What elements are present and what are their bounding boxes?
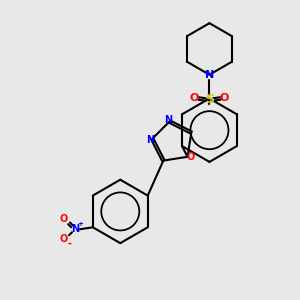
Text: O: O <box>220 94 229 103</box>
Text: N: N <box>71 224 79 234</box>
Text: N: N <box>164 115 172 124</box>
Text: O: O <box>60 214 68 224</box>
Text: N: N <box>146 135 154 145</box>
Text: O: O <box>186 152 195 162</box>
Text: -: - <box>67 239 71 249</box>
Text: O: O <box>190 94 199 103</box>
Text: S: S <box>205 93 214 106</box>
Text: +: + <box>77 221 83 227</box>
Text: N: N <box>205 70 214 80</box>
Text: O: O <box>60 234 68 244</box>
